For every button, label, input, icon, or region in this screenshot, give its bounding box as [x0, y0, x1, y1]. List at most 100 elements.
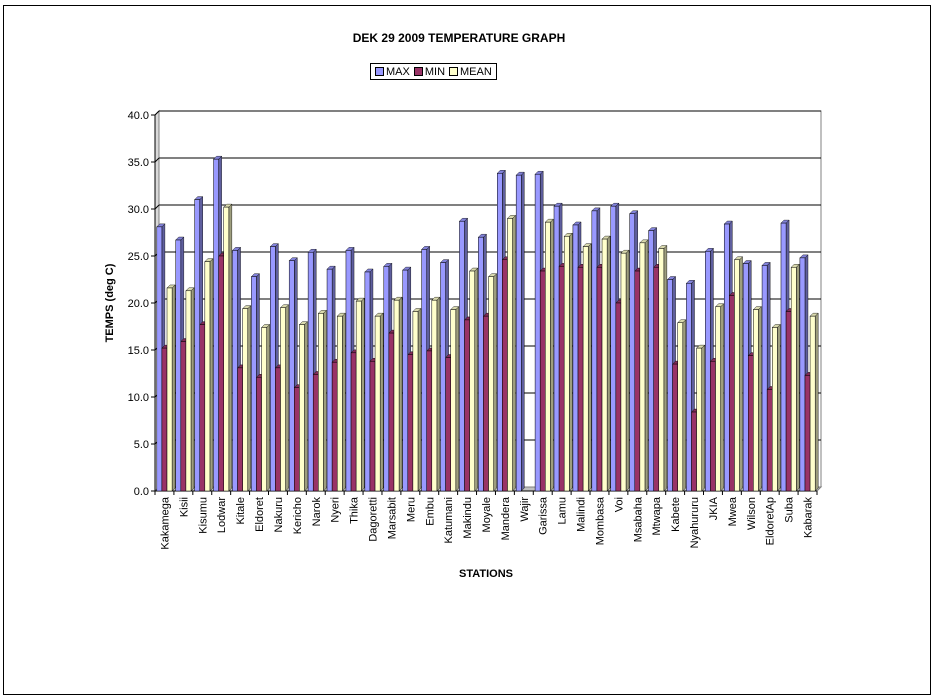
bar-max	[478, 236, 484, 492]
y-tick-label: 25.0	[128, 251, 149, 263]
y-tick-label: 30.0	[128, 204, 149, 216]
bar-side-mean	[266, 323, 270, 492]
bar-min	[577, 267, 584, 492]
bar-min	[729, 295, 735, 492]
legend-swatch-mean	[449, 67, 459, 76]
bar-max	[459, 220, 465, 492]
bar-side-mean	[171, 284, 176, 492]
bar-max	[307, 251, 314, 492]
bar-side-mean	[323, 309, 327, 492]
bar-min	[615, 302, 622, 492]
y-tick-label: 0.0	[134, 486, 149, 498]
bar-max	[251, 276, 257, 492]
y-tick-label: 20.0	[128, 298, 149, 310]
bar-min	[407, 354, 414, 492]
bar-max	[686, 283, 692, 492]
bar-mean	[563, 236, 570, 492]
bar-max	[402, 269, 409, 492]
bar-max	[648, 230, 654, 492]
x-tick-label: JKIA	[708, 496, 720, 520]
bar-min	[558, 266, 565, 492]
bar-min	[748, 355, 754, 492]
bar-max	[175, 239, 182, 492]
x-tick-label: Mandera	[500, 496, 512, 540]
chart-title: DEK 29 2009 TEMPERATURE GRAPH	[352, 31, 566, 45]
x-tick-label: Mwea	[727, 496, 739, 526]
bar-max	[629, 213, 636, 492]
bar-mean	[488, 276, 494, 492]
bar-side-mean	[663, 244, 668, 492]
bar-max	[232, 250, 238, 492]
bar-max	[610, 205, 617, 492]
bar-side-mean	[417, 307, 422, 492]
bar-min	[710, 361, 716, 492]
bar-mean	[431, 299, 438, 492]
bar-side-mean	[361, 297, 365, 492]
bar-side-mean	[493, 273, 497, 492]
bar-mean	[355, 300, 362, 492]
bar-mean	[412, 311, 419, 492]
bar-side-mean	[455, 306, 460, 492]
bar-mean	[772, 327, 778, 492]
bar-min	[369, 361, 376, 492]
bar-mean	[393, 299, 400, 492]
bar-side-max	[521, 171, 525, 492]
x-tick-label: Embu	[424, 497, 436, 526]
x-tick-label: Msabaha	[632, 496, 644, 542]
bar-side-mean	[228, 203, 233, 492]
bar-side-mean	[625, 249, 630, 492]
legend-label-max: MAX	[386, 65, 410, 78]
bar-max	[364, 271, 371, 492]
bar-min	[483, 315, 489, 492]
bar-mean	[753, 309, 759, 492]
bar-mean	[734, 259, 740, 492]
bar-side-mean	[342, 312, 346, 492]
x-tick-label: Lamu	[557, 497, 569, 525]
bar-min	[388, 332, 395, 492]
bar-min	[653, 267, 660, 492]
gridline-depth	[154, 157, 160, 163]
bar-min	[596, 267, 603, 492]
bar-side-mean	[588, 243, 592, 492]
y-tick-label: 15.0	[128, 345, 149, 357]
y-tick-label: 10.0	[128, 392, 149, 404]
x-tick-label: Katumani	[443, 497, 455, 543]
bar-mean	[809, 315, 816, 492]
bar-mean	[166, 287, 173, 492]
bar-side-mean	[777, 323, 781, 492]
bar-max	[553, 205, 560, 492]
y-tick-label: 40.0	[128, 110, 149, 122]
x-tick-label: Lodwar	[216, 497, 228, 533]
x-tick-label: Makindu	[462, 497, 474, 539]
legend-label-min: MIN	[424, 65, 446, 78]
bar-side-mean	[285, 304, 289, 492]
x-tick-label: Thika	[349, 496, 361, 524]
x-tick-label: Kitale	[235, 497, 247, 525]
bar-mean	[639, 242, 646, 492]
bar-min	[634, 270, 641, 492]
bar-side-mean	[739, 256, 743, 492]
bar-mean	[299, 324, 305, 492]
gridline-depth	[154, 110, 160, 116]
bar-side-mean	[247, 305, 251, 492]
bar-side-mean	[758, 306, 762, 492]
x-tick-label: Nyahururu	[689, 497, 701, 548]
bar-mean	[450, 309, 457, 492]
bar-mean	[204, 261, 211, 492]
x-tick-label: Kisumu	[197, 497, 209, 534]
legend-item-mean: MEAN	[449, 66, 492, 78]
bar-min	[691, 411, 697, 492]
bar-max	[799, 257, 806, 492]
bar-side-mean	[379, 312, 384, 492]
bar-max	[288, 260, 295, 492]
bar-min	[785, 311, 792, 492]
bar-mean	[223, 206, 230, 492]
bar-mean	[790, 267, 797, 492]
bar-max	[742, 263, 749, 492]
x-tick-label: Mombasa	[594, 496, 606, 545]
bar-mean	[469, 270, 475, 492]
bar-mean	[280, 307, 286, 492]
bar-mean	[185, 290, 192, 492]
legend: MAX MIN MEAN	[370, 63, 497, 80]
bar-max	[515, 174, 522, 492]
